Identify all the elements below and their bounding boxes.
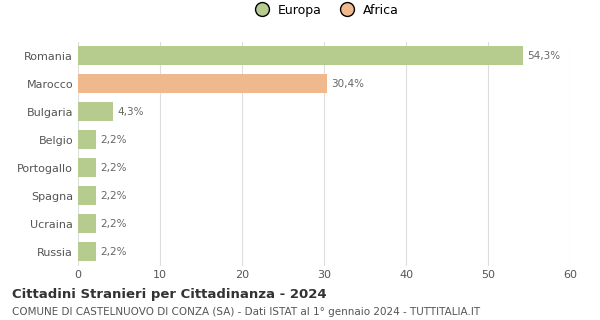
- Text: 2,2%: 2,2%: [100, 219, 127, 228]
- Bar: [78, 158, 96, 177]
- Text: 54,3%: 54,3%: [527, 51, 560, 60]
- Bar: [78, 46, 523, 65]
- Legend: Europa, Africa: Europa, Africa: [244, 0, 404, 21]
- Text: 2,2%: 2,2%: [100, 135, 127, 145]
- Text: 2,2%: 2,2%: [100, 247, 127, 257]
- Text: Cittadini Stranieri per Cittadinanza - 2024: Cittadini Stranieri per Cittadinanza - 2…: [12, 288, 326, 301]
- Bar: [78, 130, 96, 149]
- Text: 2,2%: 2,2%: [100, 163, 127, 172]
- Bar: [78, 102, 113, 121]
- Bar: [78, 214, 96, 233]
- Bar: [78, 186, 96, 205]
- Bar: [78, 74, 327, 93]
- Bar: [78, 242, 96, 261]
- Text: 4,3%: 4,3%: [118, 107, 144, 116]
- Text: 30,4%: 30,4%: [331, 79, 364, 89]
- Text: 2,2%: 2,2%: [100, 191, 127, 201]
- Text: COMUNE DI CASTELNUOVO DI CONZA (SA) - Dati ISTAT al 1° gennaio 2024 - TUTTITALIA: COMUNE DI CASTELNUOVO DI CONZA (SA) - Da…: [12, 307, 480, 317]
